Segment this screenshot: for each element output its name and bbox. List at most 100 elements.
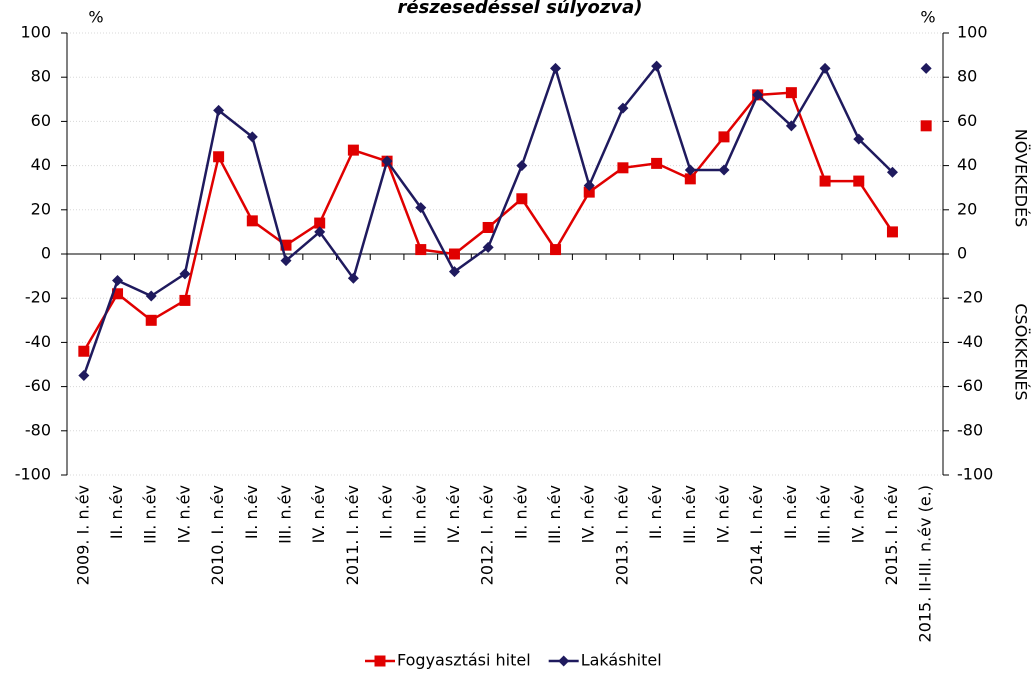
marker (684, 164, 696, 176)
y-tick-label: -100 (15, 465, 51, 484)
y-tick-label: -60 (25, 376, 51, 395)
x-tick-label: 2012. I. n.év (478, 485, 497, 585)
marker (314, 217, 326, 229)
marker (112, 288, 124, 300)
x-tick-label: II. n.év (377, 485, 396, 539)
marker (482, 241, 494, 253)
marker (550, 62, 562, 74)
x-tick-label: III. n.év (141, 485, 160, 544)
marker (448, 266, 460, 278)
x-tick-label: 2015. II-III. n.év (e.) (916, 485, 935, 642)
marker (448, 248, 460, 260)
x-tick-label: IV. n.év (714, 485, 733, 543)
marker (213, 151, 225, 163)
y2-label-top: NÖVEKEDÉS (1012, 129, 1031, 228)
marker (920, 120, 932, 132)
marker (347, 144, 359, 156)
marker (617, 162, 629, 174)
marker (280, 255, 292, 267)
legend-label: Lakáshitel (581, 651, 662, 670)
marker (785, 120, 797, 132)
y2-tick-label: 80 (957, 67, 977, 86)
y-tick-label: 100 (20, 23, 51, 42)
marker (819, 62, 831, 74)
x-tick-label: 2010. I. n.év (208, 485, 227, 585)
marker (651, 60, 663, 72)
y-tick-label: -20 (25, 288, 51, 307)
marker (347, 272, 359, 284)
marker (246, 215, 258, 227)
x-tick-label: 2013. I. n.év (612, 485, 631, 585)
marker (886, 226, 898, 238)
y2-unit: % (920, 8, 935, 27)
marker (853, 175, 865, 187)
marker (516, 160, 528, 172)
x-tick-label: 2011. I. n.év (343, 485, 362, 585)
y-tick-label: -40 (25, 332, 51, 351)
chart-title: részesedéssel súlyozva) (398, 0, 643, 18)
marker (482, 221, 494, 233)
x-tick-label: IV. n.év (309, 485, 328, 543)
marker (516, 193, 528, 205)
x-tick-label: 2014. I. n.év (747, 485, 766, 585)
marker (785, 87, 797, 99)
y2-tick-label: -20 (957, 288, 983, 307)
marker (819, 175, 831, 187)
y2-tick-label: 60 (957, 111, 977, 130)
y-tick-label: 0 (41, 244, 51, 263)
marker (684, 173, 696, 185)
marker (78, 345, 90, 357)
y2-tick-label: -60 (957, 376, 983, 395)
y-unit: % (88, 8, 103, 27)
x-tick-label: II. n.év (511, 485, 530, 539)
marker (415, 202, 427, 214)
series-line (84, 93, 926, 352)
marker (381, 155, 393, 167)
y2-tick-label: -100 (957, 465, 993, 484)
marker (886, 166, 898, 178)
y-tick-label: 80 (31, 67, 51, 86)
y2-tick-label: 40 (957, 155, 977, 174)
x-tick-label: III. n.év (815, 485, 834, 544)
marker (314, 226, 326, 238)
x-tick-label: II. n.év (781, 485, 800, 539)
x-tick-label: III. n.év (410, 485, 429, 544)
marker (853, 133, 865, 145)
marker (78, 370, 90, 382)
x-tick-label: III. n.év (545, 485, 564, 544)
y2-tick-label: 20 (957, 199, 977, 218)
marker (558, 655, 570, 667)
y-tick-label: 40 (31, 155, 51, 174)
marker (920, 62, 932, 74)
y-tick-label: -80 (25, 420, 51, 439)
marker (718, 164, 730, 176)
y-tick-label: 60 (31, 111, 51, 130)
marker (752, 89, 764, 101)
marker (179, 294, 191, 306)
y2-tick-label: -80 (957, 420, 983, 439)
marker (145, 314, 157, 326)
legend-label: Fogyasztási hitel (397, 651, 531, 670)
marker (246, 131, 258, 143)
marker (112, 275, 124, 287)
y2-tick-label: -40 (957, 332, 983, 351)
y2-tick-label: 100 (957, 23, 988, 42)
x-tick-label: IV. n.év (848, 485, 867, 543)
x-tick-label: IV. n.év (444, 485, 463, 543)
marker (718, 131, 730, 143)
x-tick-label: II. n.év (646, 485, 665, 539)
marker (617, 102, 629, 114)
marker (280, 239, 292, 251)
x-tick-label: IV. n.év (579, 485, 598, 543)
y-tick-label: 20 (31, 199, 51, 218)
marker (374, 655, 386, 667)
y2-label-bottom: CSÖKKENÉS (1012, 303, 1031, 400)
x-tick-label: 2009. I. n.év (73, 485, 92, 585)
marker (550, 244, 562, 256)
marker (583, 186, 595, 198)
x-tick-label: III. n.év (276, 485, 295, 544)
x-tick-label: II. n.év (107, 485, 126, 539)
marker (145, 290, 157, 302)
x-tick-label: III. n.év (680, 485, 699, 544)
x-tick-label: IV. n.év (174, 485, 193, 543)
